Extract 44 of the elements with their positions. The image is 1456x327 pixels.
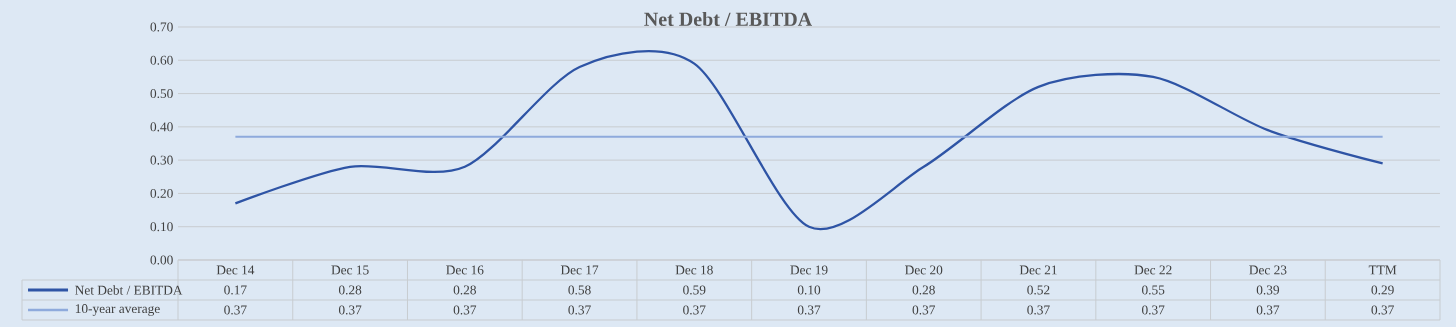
data-label: 0.28 — [338, 285, 362, 295]
data-label: 0.55 — [1142, 285, 1165, 295]
x-tick-label: Dec 15 — [331, 265, 369, 275]
y-tick-label: 0.70 — [150, 22, 173, 32]
x-tick-label: Dec 16 — [446, 265, 484, 275]
y-tick-label: 0.60 — [150, 55, 173, 65]
data-label: 0.28 — [912, 285, 935, 295]
data-label: 0.37 — [338, 305, 362, 315]
data-label: 0.17 — [224, 285, 247, 295]
x-tick-label: Dec 22 — [1134, 265, 1172, 275]
data-label: 0.37 — [797, 305, 821, 315]
x-tick-label: Dec 18 — [675, 265, 713, 275]
x-tick-label: Dec 20 — [905, 265, 943, 275]
x-tick-label: Dec 17 — [560, 265, 599, 275]
y-tick-label: 0.10 — [150, 222, 173, 232]
data-label: 0.28 — [453, 285, 476, 295]
data-label: 0.59 — [683, 285, 706, 295]
data-label: 0.10 — [797, 285, 821, 295]
x-tick-label: Dec 21 — [1019, 265, 1057, 275]
y-tick-label: 0.20 — [150, 188, 173, 198]
y-tick-label: 0.00 — [150, 255, 173, 265]
y-tick-label: 0.50 — [150, 89, 173, 99]
data-label: 0.37 — [568, 305, 591, 315]
data-label: 0.37 — [1142, 305, 1165, 315]
data-label: 0.37 — [1256, 305, 1280, 315]
legend-label: Net Debt / EBITDA — [75, 285, 183, 295]
data-label: 0.29 — [1371, 285, 1394, 295]
x-tick-label: Dec 23 — [1249, 265, 1287, 275]
data-label: 0.39 — [1256, 285, 1280, 295]
data-label: 0.37 — [683, 305, 706, 315]
x-tick-label: Dec 14 — [216, 265, 255, 275]
data-label: 0.37 — [453, 305, 477, 315]
data-label: 0.52 — [1027, 285, 1050, 295]
legend-label: 10-year average — [75, 304, 160, 316]
data-label: 0.58 — [568, 285, 591, 295]
y-tick-label: 0.40 — [150, 122, 173, 132]
x-tick-label: TTM — [1368, 265, 1397, 275]
data-label: 0.37 — [224, 305, 247, 315]
data-label: 0.37 — [1371, 305, 1394, 315]
chart-title: Net Debt / EBITDA — [644, 11, 812, 27]
data-label: 0.37 — [912, 305, 936, 315]
data-label: 0.37 — [1027, 305, 1050, 315]
y-tick-label: 0.30 — [150, 155, 173, 165]
x-tick-label: Dec 19 — [790, 265, 828, 275]
